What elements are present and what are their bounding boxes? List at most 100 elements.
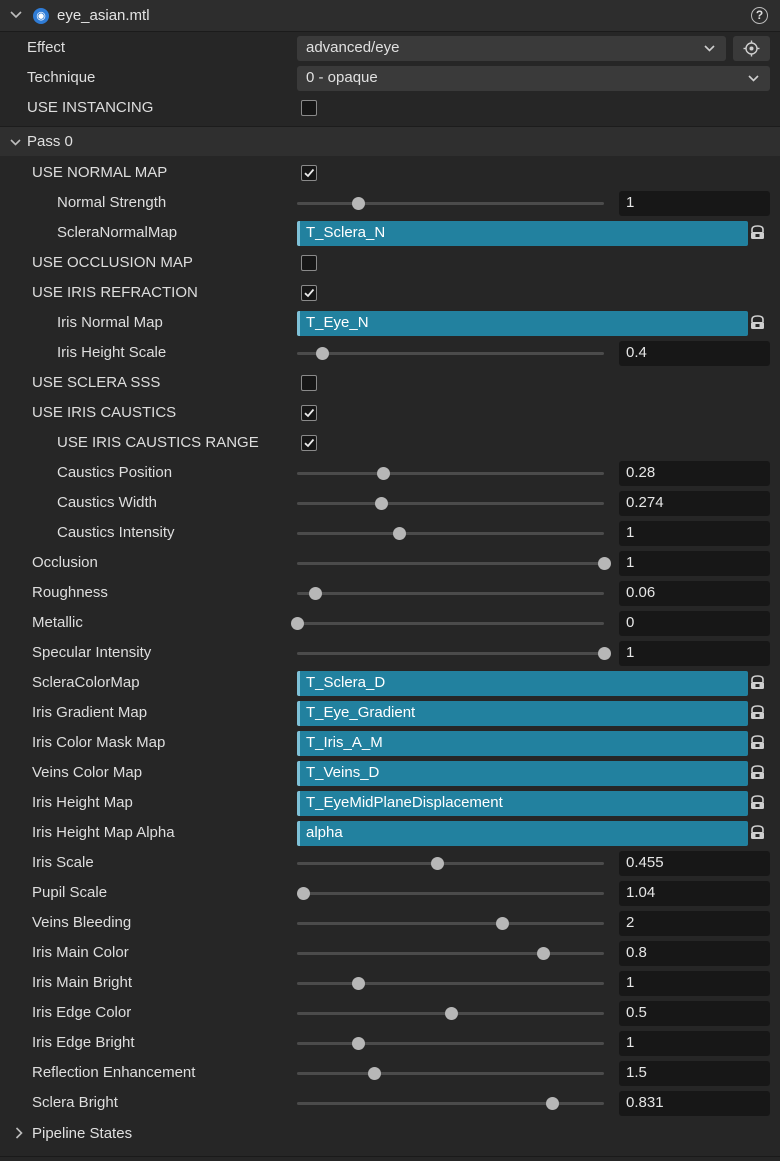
help-icon[interactable]: ? — [751, 7, 768, 24]
pupil-scale-slider-thumb[interactable] — [297, 887, 311, 900]
instancing-checkbox[interactable] — [301, 100, 317, 116]
specular-intensity-slider-thumb[interactable] — [598, 647, 611, 660]
iris-edge-color-slider-thumb[interactable] — [444, 1007, 458, 1020]
caustics-position-label: Caustics Position — [57, 464, 173, 481]
normal-strength-slider-thumb[interactable] — [352, 197, 366, 210]
iris-height-scale-slider[interactable] — [297, 347, 604, 360]
effect-row: Effect advanced/eye — [0, 33, 780, 63]
caustics-width-slider-thumb[interactable] — [375, 497, 389, 510]
iris-edge-bright-slider-thumb[interactable] — [352, 1037, 366, 1050]
iris-main-color-value-input[interactable]: 0.8 — [619, 941, 770, 966]
sclera-bright-value-input[interactable]: 0.831 — [619, 1091, 770, 1116]
iris-normal-map-asset-field[interactable]: T_Eye_N — [297, 311, 748, 336]
occlusion-value-input[interactable]: 1 — [619, 551, 770, 576]
roughness-row: Roughness 0.06 — [0, 578, 780, 608]
caustics-intensity-slider-thumb[interactable] — [393, 527, 407, 540]
iris-scale-slider-thumb[interactable] — [430, 857, 444, 870]
reflection-enhancement-value-input[interactable]: 1.5 — [619, 1061, 770, 1086]
collapse-chevron-icon[interactable] — [10, 11, 22, 19]
reflection-enhancement-slider-thumb[interactable] — [367, 1067, 381, 1080]
roughness-value-input[interactable]: 0.06 — [619, 581, 770, 606]
iris-edge-color-slider[interactable] — [297, 1007, 604, 1020]
asset-picker-icon[interactable] — [749, 823, 766, 843]
iris-normal-map-label: Iris Normal Map — [57, 314, 163, 331]
specular-intensity-slider[interactable] — [297, 647, 611, 660]
iris-scale-slider[interactable] — [297, 857, 604, 870]
use-occlusion-map-label: USE OCCLUSION MAP — [32, 254, 193, 271]
scleracolormap-asset-field[interactable]: T_Sclera_D — [297, 671, 748, 696]
asset-picker-icon[interactable] — [749, 703, 766, 723]
instancing-row: USE INSTANCING — [0, 93, 780, 123]
iris-main-bright-value-input[interactable]: 1 — [619, 971, 770, 996]
metallic-value-input[interactable]: 0 — [619, 611, 770, 636]
roughness-slider[interactable] — [297, 587, 604, 600]
roughness-slider-thumb[interactable] — [309, 587, 323, 600]
iris-main-color-slider[interactable] — [297, 947, 604, 960]
iris-gradient-map-asset-field[interactable]: T_Eye_Gradient — [297, 701, 748, 726]
use-occlusion-map-checkbox[interactable] — [301, 255, 317, 271]
iris-scale-value-input[interactable]: 0.455 — [619, 851, 770, 876]
occlusion-slider-thumb[interactable] — [598, 557, 611, 570]
use-normal-map-label: USE NORMAL MAP — [32, 164, 168, 181]
caustics-position-value-input[interactable]: 0.28 — [619, 461, 770, 486]
asset-picker-icon[interactable] — [749, 733, 766, 753]
iris-main-color-row: Iris Main Color 0.8 — [0, 938, 780, 968]
veins-color-map-asset-field[interactable]: T_Veins_D — [297, 761, 748, 786]
sclera-bright-slider-thumb[interactable] — [546, 1097, 560, 1110]
sclera-bright-slider[interactable] — [297, 1097, 604, 1110]
chevron-down-icon — [748, 75, 759, 82]
locate-effect-button[interactable] — [733, 36, 770, 61]
pupil-scale-value-input[interactable]: 1.04 — [619, 881, 770, 906]
asset-picker-icon[interactable] — [749, 793, 766, 813]
iris-color-mask-map-asset-field[interactable]: T_Iris_A_M — [297, 731, 748, 756]
technique-label: Technique — [27, 69, 96, 86]
iris-height-scale-slider-thumb[interactable] — [315, 347, 329, 360]
asset-picker-icon[interactable] — [749, 673, 766, 693]
specular-intensity-row: Specular Intensity 1 — [0, 638, 780, 668]
iris-height-map-alpha-asset-field[interactable]: alpha — [297, 821, 748, 846]
caustics-width-value-input[interactable]: 0.274 — [619, 491, 770, 516]
iris-height-scale-value-input[interactable]: 0.4 — [619, 341, 770, 366]
occlusion-slider[interactable] — [297, 557, 611, 570]
pass-0-section[interactable]: Pass 0 — [0, 126, 780, 156]
pipeline-states-section[interactable]: Pipeline States — [0, 1119, 780, 1149]
use-iris-caustics-range-checkbox[interactable] — [301, 435, 317, 451]
iris-main-bright-slider-thumb[interactable] — [352, 977, 366, 990]
caustics-position-slider-thumb[interactable] — [376, 467, 390, 480]
use-iris-refraction-checkbox[interactable] — [301, 285, 317, 301]
iris-edge-color-value-input[interactable]: 0.5 — [619, 1001, 770, 1026]
use-iris-caustics-checkbox[interactable] — [301, 405, 317, 421]
normal-strength-value-input[interactable]: 1 — [619, 191, 770, 216]
checkmark-icon — [304, 408, 315, 418]
specular-intensity-value-input[interactable]: 1 — [619, 641, 770, 666]
caustics-width-slider[interactable] — [297, 497, 604, 510]
scleranormalmap-asset-name: T_Sclera_N — [306, 224, 386, 241]
technique-select[interactable]: 0 - opaque — [297, 66, 770, 91]
iris-edge-bright-slider[interactable] — [297, 1037, 604, 1050]
use-normal-map-checkbox[interactable] — [301, 165, 317, 181]
effect-select[interactable]: advanced/eye — [297, 36, 726, 61]
veins-bleeding-slider[interactable] — [297, 917, 604, 930]
caustics-intensity-value-input[interactable]: 1 — [619, 521, 770, 546]
iris-main-color-slider-thumb[interactable] — [536, 947, 550, 960]
asset-picker-icon[interactable] — [749, 223, 766, 243]
iris-height-map-asset-field[interactable]: T_EyeMidPlaneDisplacement — [297, 791, 748, 816]
iris-main-bright-slider[interactable] — [297, 977, 604, 990]
caustics-position-slider[interactable] — [297, 467, 604, 480]
metallic-slider[interactable] — [291, 617, 604, 630]
asset-picker-icon[interactable] — [749, 313, 766, 333]
use-sclera-sss-checkbox[interactable] — [301, 375, 317, 391]
reflection-enhancement-slider[interactable] — [297, 1067, 604, 1080]
pupil-scale-slider[interactable] — [297, 887, 604, 900]
scleranormalmap-asset-field[interactable]: T_Sclera_N — [297, 221, 748, 246]
normal-strength-row: Normal Strength 1 — [0, 188, 780, 218]
metallic-slider-thumb[interactable] — [291, 617, 304, 630]
asset-picker-icon[interactable] — [749, 763, 766, 783]
normal-strength-slider[interactable] — [297, 197, 604, 210]
caustics-intensity-slider[interactable] — [297, 527, 604, 540]
iris-edge-bright-value-input[interactable]: 1 — [619, 1031, 770, 1056]
veins-bleeding-value-input[interactable]: 2 — [619, 911, 770, 936]
metallic-label: Metallic — [32, 614, 83, 631]
iris-gradient-map-row: Iris Gradient Map T_Eye_Gradient — [0, 698, 780, 728]
veins-bleeding-slider-thumb[interactable] — [495, 917, 509, 930]
